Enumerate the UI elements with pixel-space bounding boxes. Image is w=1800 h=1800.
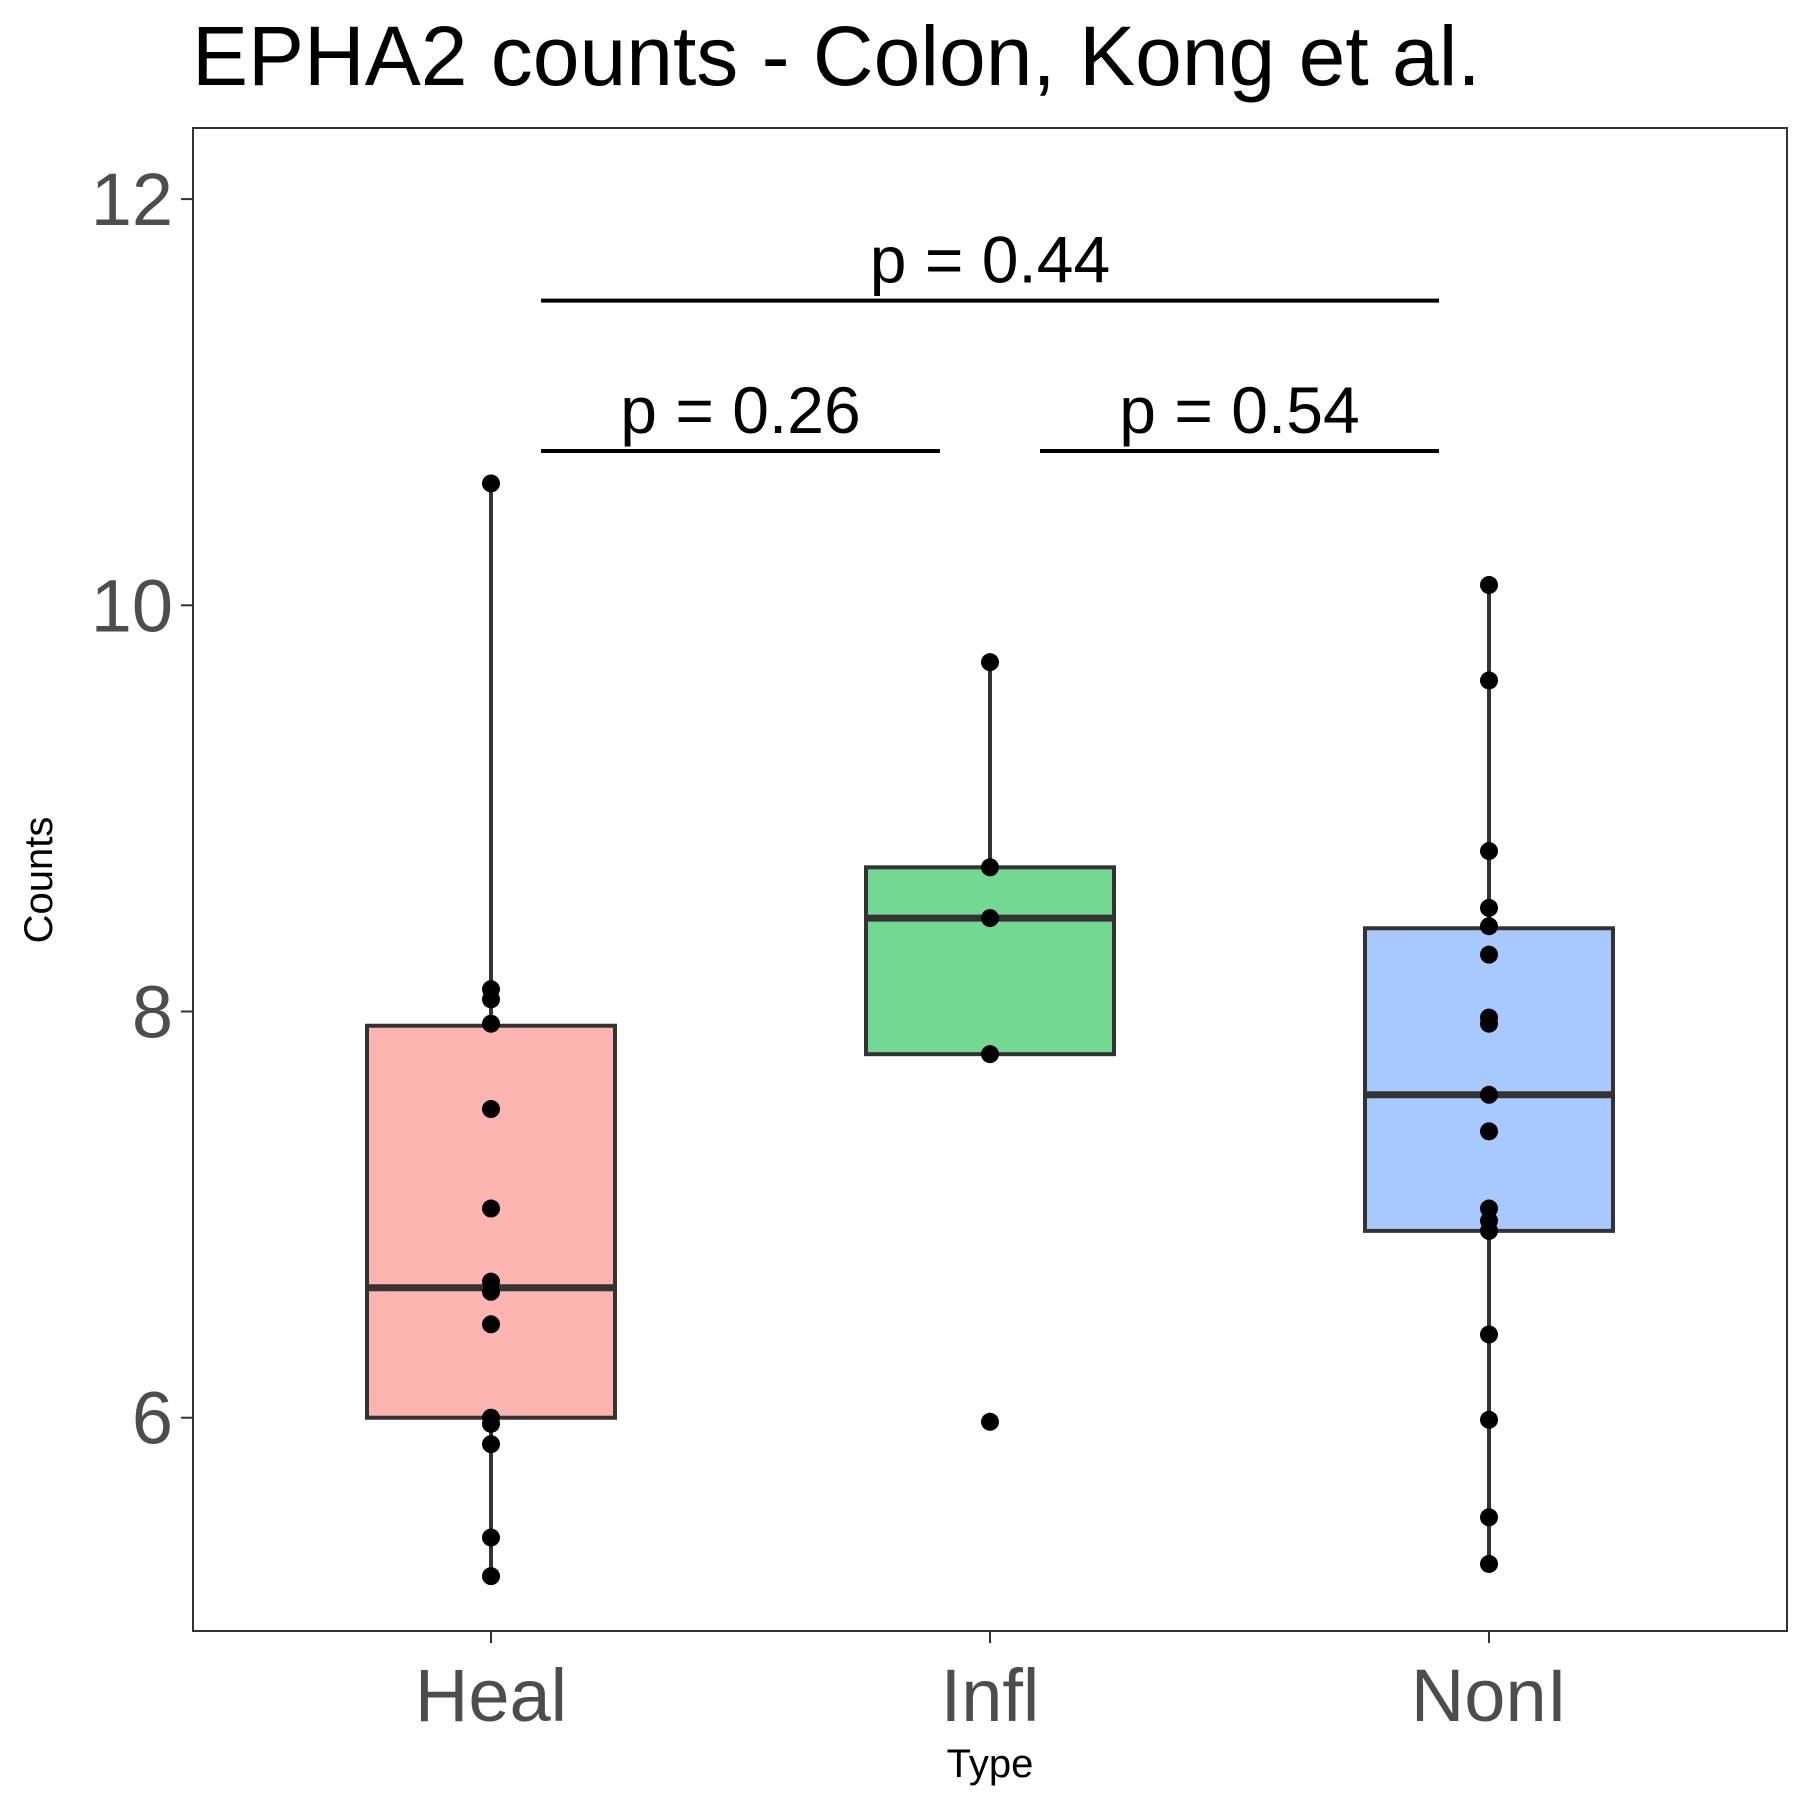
box-infl: [864, 865, 1116, 1057]
plot-area: 6 8 10 12 Heal Infl NonI p = 0.26 p = 0.54 p = 0.…: [91, 127, 1788, 1737]
p-value-label-1: p = 0.26: [620, 373, 860, 447]
chart-title: EPHA2 counts - Colon, Kong et al.: [192, 9, 1481, 103]
data-point-noni-16: [1480, 1508, 1498, 1527]
data-point-heal-3: [482, 990, 500, 1009]
x-axis-title: Type: [947, 1742, 1034, 1786]
box-noni: [1363, 926, 1615, 1233]
y-tick-label-10: 10: [91, 564, 173, 647]
p-value-label-2: p = 0.54: [1119, 373, 1359, 447]
data-point-heal-8: [482, 1282, 500, 1301]
data-point-noni-10: [1480, 1122, 1498, 1141]
data-point-infl-3: [981, 909, 999, 928]
data-point-noni-1: [1480, 575, 1498, 594]
data-point-heal-12: [482, 1435, 500, 1454]
data-point-noni-2: [1480, 671, 1498, 690]
data-point-noni-15: [1480, 1410, 1498, 1429]
data-point-noni-4: [1480, 898, 1498, 917]
data-point-noni-9: [1480, 1085, 1498, 1104]
y-tick-label-12: 12: [91, 158, 173, 241]
p-value-label-3: p = 0.44: [870, 223, 1110, 297]
data-point-heal-6: [482, 1199, 500, 1218]
data-point-noni-17: [1480, 1554, 1498, 1573]
y-tick-label-6: 6: [132, 1377, 173, 1460]
data-point-infl-5: [981, 1412, 999, 1431]
data-point-noni-6: [1480, 945, 1498, 964]
data-point-heal-5: [482, 1100, 500, 1119]
data-point-heal-9: [482, 1315, 500, 1334]
data-point-noni-5: [1480, 917, 1498, 936]
x-tick-label-heal: Heal: [415, 1654, 567, 1737]
data-point-infl-4: [981, 1045, 999, 1064]
data-point-infl-2: [981, 858, 999, 877]
x-tick-label-noni: NonI: [1411, 1654, 1567, 1737]
y-axis-title: Counts: [17, 817, 61, 944]
box-heal: [365, 1023, 617, 1420]
data-point-noni-8: [1480, 1014, 1498, 1033]
data-point-noni-3: [1480, 842, 1498, 861]
x-tick-label-infl: Infl: [941, 1654, 1040, 1737]
data-point-noni-14: [1480, 1325, 1498, 1344]
data-point-heal-1: [482, 474, 500, 493]
data-point-heal-14: [482, 1567, 500, 1586]
data-point-heal-13: [482, 1528, 500, 1547]
data-point-infl-1: [981, 653, 999, 672]
data-point-noni-13: [1480, 1221, 1498, 1240]
y-tick-label-8: 8: [132, 971, 173, 1054]
data-point-heal-11: [482, 1414, 500, 1433]
data-point-heal-4: [482, 1014, 500, 1033]
